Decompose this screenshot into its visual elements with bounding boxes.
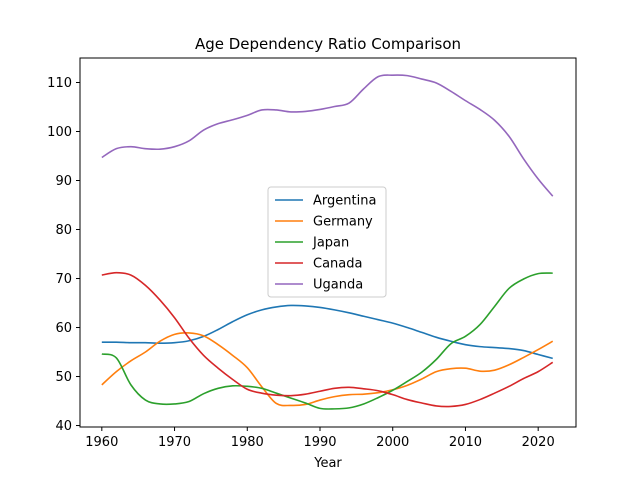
series-line-germany <box>101 332 554 407</box>
y-tick-label: 100 <box>47 125 72 140</box>
legend-label-canada: Canada <box>313 257 362 272</box>
legend-label-argentina: Argentina <box>313 194 376 209</box>
legend-label-germany: Germany <box>313 215 373 230</box>
y-tick-label: 80 <box>55 223 72 238</box>
y-tick-label: 60 <box>55 321 72 336</box>
x-axis-ticks: 1960 1970 1980 1990 2000 2010 2020 <box>85 427 555 450</box>
x-tick-label: 2010 <box>449 435 482 450</box>
y-tick-label: 40 <box>55 419 72 434</box>
x-tick-label: 2020 <box>522 435 555 450</box>
y-tick-label: 110 <box>47 76 72 91</box>
x-tick-label: 1990 <box>303 435 336 450</box>
series-line-uganda <box>101 74 554 197</box>
y-tick-label: 50 <box>55 370 72 385</box>
legend-label-uganda: Uganda <box>313 278 363 293</box>
legend-box <box>267 186 387 298</box>
x-tick-label: 1960 <box>85 435 118 450</box>
x-tick-label: 1970 <box>158 435 191 450</box>
series-line-canada <box>101 271 554 408</box>
x-axis-label: Year <box>313 456 342 471</box>
series-line-japan <box>101 272 553 410</box>
legend: Argentina Germany Japan Canada Uganda <box>267 186 387 298</box>
chart-title: Age Dependency Ratio Comparison <box>195 35 461 53</box>
plot-frame <box>79 57 577 428</box>
series-lines <box>101 74 554 410</box>
y-tick-label: 70 <box>55 272 72 287</box>
y-tick-label: 90 <box>55 174 72 189</box>
x-tick-label: 1980 <box>231 435 264 450</box>
legend-label-japan: Japan <box>312 236 349 251</box>
y-axis-ticks: 40 50 60 70 80 90 100 110 <box>47 76 80 434</box>
x-tick-label: 2000 <box>376 435 409 450</box>
series-line-argentina <box>101 304 553 360</box>
